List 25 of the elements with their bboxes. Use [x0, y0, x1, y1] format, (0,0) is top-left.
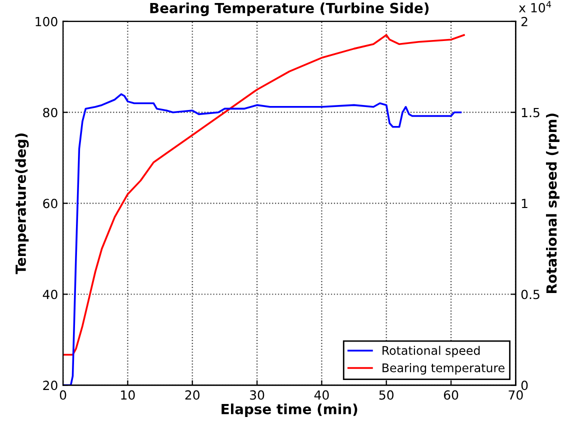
y-axis-title: Temperature(deg): [15, 134, 29, 274]
y2-tick-label: 1.5: [522, 108, 540, 118]
y2-tick-label: 0: [521, 380, 528, 390]
x-tick-label: 0: [60, 390, 66, 400]
x-tick-label: 30: [250, 390, 264, 400]
y2-axis-title: Rotational speed (rpm): [546, 114, 560, 293]
x-tick-label: 60: [444, 390, 458, 400]
y-tick-label: 40: [42, 290, 58, 300]
x-tick-label: 50: [379, 390, 394, 400]
x-tick-label: 40: [314, 390, 329, 400]
x-axis-title: Elapse time (min): [222, 404, 358, 417]
y2-tick-label: 2: [521, 16, 528, 26]
x-tick-label: 20: [185, 390, 200, 400]
x-tick-label: 10: [121, 390, 135, 400]
y2-tick-label: 0.5: [521, 290, 540, 300]
y-tick-label: 60: [43, 198, 58, 208]
text: x 10$^{4}$: [518, 1, 552, 12]
y-tick-label: 80: [43, 108, 58, 118]
legend-label: Bearing temperature: [382, 363, 504, 375]
legend-label: Rotational speed: [382, 346, 480, 358]
y-tick-label: 100: [36, 16, 58, 26]
x-tick-label: 70: [508, 390, 523, 400]
y2-tick-label: 1: [522, 198, 528, 208]
y-tick-label: 20: [43, 380, 58, 390]
chart-title: Bearing Temperature (Turbine Side): [150, 2, 429, 16]
